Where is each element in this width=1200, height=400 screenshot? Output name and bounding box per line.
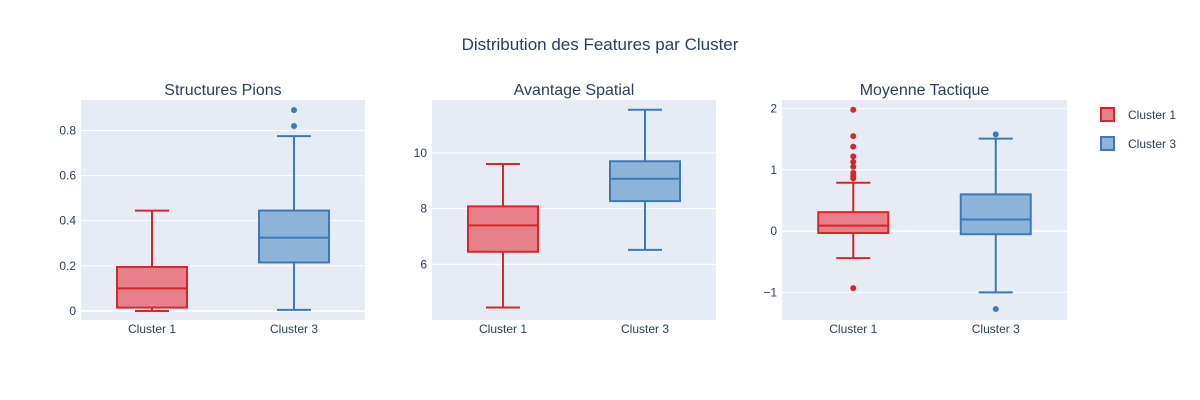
subplots: 0 0.2 0.4 0.6 0.8 Cluster 1 Cluster 3 Structure… bbox=[59, 82, 1067, 336]
legend-item-cluster-1[interactable]: Cluster 1 bbox=[1100, 107, 1176, 122]
legend-swatch bbox=[1100, 107, 1115, 122]
subplot-1: 6 8 10 Cluster 1 Cluster 3 Avantage Spatial bbox=[414, 82, 716, 336]
box-iqr bbox=[467, 205, 539, 253]
outlier-point bbox=[850, 133, 857, 140]
outlier-point bbox=[850, 158, 857, 165]
y-tick-label: 8 bbox=[420, 202, 427, 216]
x-tick-label: Cluster 1 bbox=[829, 322, 877, 336]
y-tick-label: −1 bbox=[763, 285, 777, 299]
y-tick-label: 0.8 bbox=[59, 123, 76, 137]
x-tick-label: Cluster 3 bbox=[270, 322, 318, 336]
box-cluster-3[interactable] bbox=[609, 108, 681, 251]
outlier-point bbox=[992, 305, 999, 312]
outlier-point bbox=[850, 106, 857, 113]
subplot-title: Moyenne Tactique bbox=[860, 82, 990, 99]
y-tick-label: 0 bbox=[69, 304, 76, 318]
y-tick-label: 6 bbox=[420, 257, 427, 271]
subplot-2: −1 0 1 2 Cluster 1 Cluster 3 Moyenne Tactique bbox=[763, 82, 1067, 336]
box-iqr bbox=[258, 209, 330, 264]
subplot-0: 0 0.2 0.4 0.6 0.8 Cluster 1 Cluster 3 Structure… bbox=[59, 82, 365, 336]
legend[interactable]: Cluster 1 Cluster 3 bbox=[1100, 107, 1176, 151]
outlier-point bbox=[850, 163, 857, 170]
box-cluster-1[interactable] bbox=[817, 106, 890, 292]
box-iqr bbox=[609, 160, 681, 203]
box-cluster-1[interactable] bbox=[467, 163, 539, 309]
box-cluster-3[interactable] bbox=[959, 131, 1032, 312]
box-iqr bbox=[817, 211, 890, 234]
y-tick-label: 0.6 bbox=[59, 169, 76, 183]
box-iqr bbox=[959, 193, 1032, 236]
chart-title: Distribution des Features par Cluster bbox=[462, 35, 739, 54]
legend-label: Cluster 3 bbox=[1128, 137, 1176, 151]
outlier-point bbox=[850, 143, 857, 150]
y-tick-label: 0.2 bbox=[59, 259, 76, 273]
legend-swatch bbox=[1100, 136, 1115, 151]
outlier-point bbox=[992, 131, 999, 138]
outlier-point bbox=[850, 169, 857, 176]
outlier-point bbox=[850, 285, 857, 292]
x-tick-label: Cluster 1 bbox=[479, 322, 527, 336]
legend-label: Cluster 1 bbox=[1128, 108, 1176, 122]
y-tick-label: 1 bbox=[770, 163, 777, 177]
y-tick-label: 0.4 bbox=[59, 214, 76, 228]
outlier-point bbox=[850, 153, 857, 160]
outlier-point bbox=[291, 107, 297, 114]
x-tick-label: Cluster 1 bbox=[128, 322, 176, 336]
outlier-point bbox=[291, 122, 297, 129]
x-tick-label: Cluster 3 bbox=[621, 322, 669, 336]
y-tick-label: 0 bbox=[770, 224, 777, 238]
x-tick-label: Cluster 3 bbox=[972, 322, 1020, 336]
box-iqr bbox=[116, 265, 188, 309]
subplot-title: Structures Pions bbox=[164, 82, 281, 99]
legend-item-cluster-3[interactable]: Cluster 3 bbox=[1100, 136, 1176, 151]
subplot-title: Avantage Spatial bbox=[514, 82, 635, 99]
y-tick-label: 2 bbox=[770, 102, 777, 116]
y-tick-label: 10 bbox=[414, 146, 428, 160]
box-cluster-3[interactable] bbox=[258, 107, 330, 311]
box-cluster-1[interactable] bbox=[116, 209, 188, 312]
